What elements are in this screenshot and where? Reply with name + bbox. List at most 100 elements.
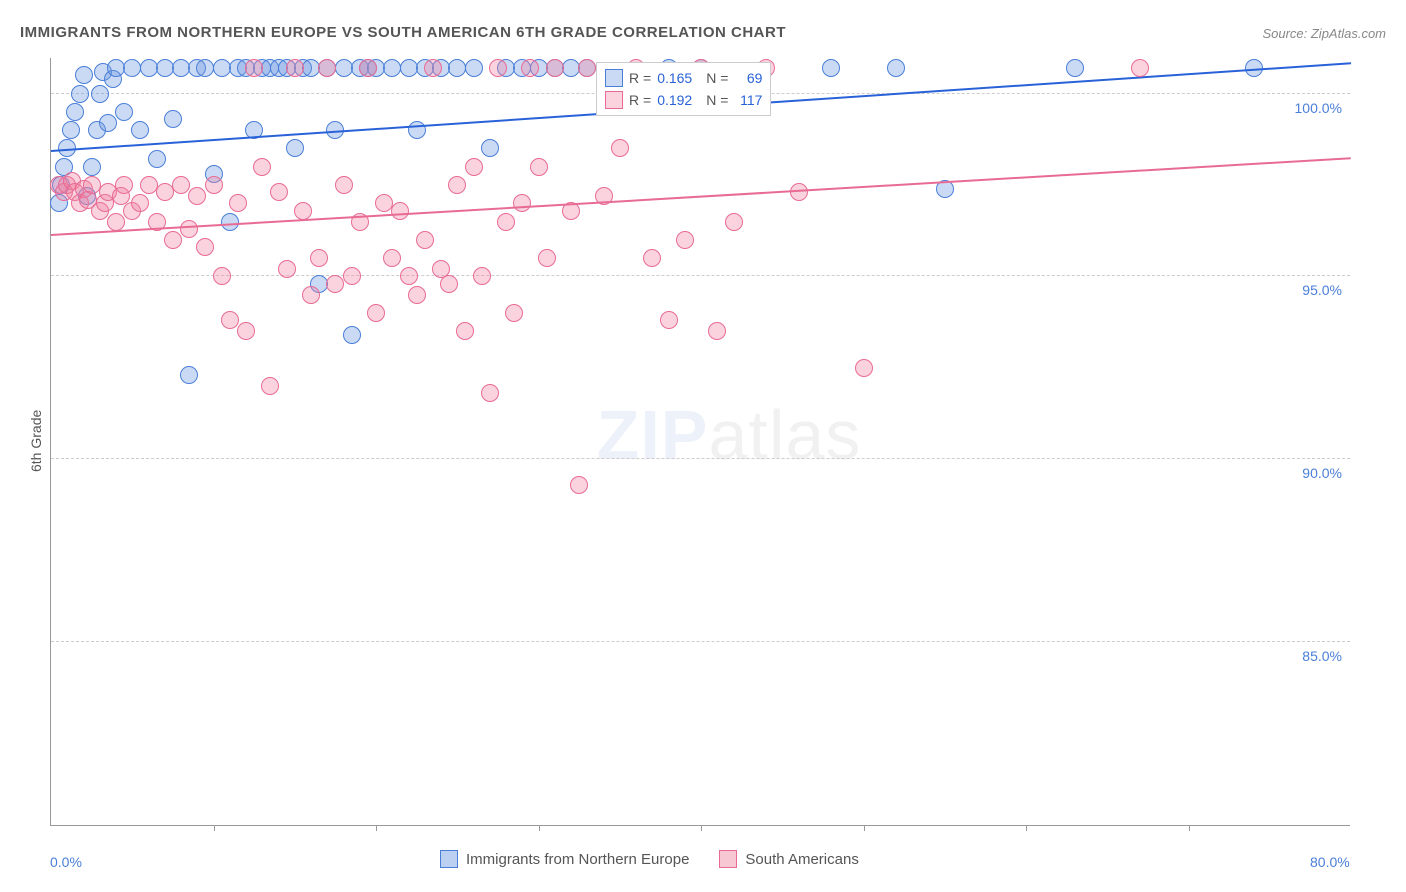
- legend-item: Immigrants from Northern Europe: [440, 850, 689, 868]
- data-point: [1131, 59, 1149, 77]
- x-min-label: 0.0%: [50, 854, 82, 870]
- data-point: [570, 476, 588, 494]
- legend-row: R = 0.165 N = 69: [605, 67, 762, 89]
- data-point: [115, 176, 133, 194]
- data-point: [822, 59, 840, 77]
- data-point: [383, 249, 401, 267]
- data-point: [99, 114, 117, 132]
- watermark-zip: ZIP: [597, 396, 709, 474]
- data-point: [448, 176, 466, 194]
- data-point: [343, 326, 361, 344]
- scatter-chart: ZIPatlas 85.0%90.0%95.0%100.0%: [50, 58, 1350, 826]
- chart-title: IMMIGRANTS FROM NORTHERN EUROPE VS SOUTH…: [20, 24, 786, 41]
- data-point: [660, 311, 678, 329]
- x-max-label: 80.0%: [1310, 854, 1350, 870]
- data-point: [294, 202, 312, 220]
- legend-label: South Americans: [745, 851, 858, 868]
- data-point: [302, 286, 320, 304]
- legend-swatch: [719, 850, 737, 868]
- data-point: [164, 231, 182, 249]
- data-point: [318, 59, 336, 77]
- data-point: [131, 121, 149, 139]
- legend-swatch: [605, 91, 623, 109]
- data-point: [643, 249, 661, 267]
- data-point: [725, 213, 743, 231]
- data-point: [286, 59, 304, 77]
- data-point: [164, 110, 182, 128]
- y-tick-label: 90.0%: [1302, 465, 1342, 481]
- watermark: ZIPatlas: [597, 395, 862, 475]
- data-point: [180, 220, 198, 238]
- legend-n-value: 117: [734, 92, 762, 108]
- trend-line: [51, 157, 1351, 236]
- data-point: [391, 202, 409, 220]
- data-point: [505, 304, 523, 322]
- data-point: [359, 59, 377, 77]
- data-point: [578, 59, 596, 77]
- legend-swatch: [440, 850, 458, 868]
- data-point: [400, 267, 418, 285]
- y-axis-label: 6th Grade: [28, 410, 44, 472]
- data-point: [66, 103, 84, 121]
- source-attribution: Source: ZipAtlas.com: [1262, 26, 1386, 41]
- data-point: [131, 194, 149, 212]
- data-point: [286, 139, 304, 157]
- data-point: [310, 249, 328, 267]
- data-point: [245, 59, 263, 77]
- data-point: [440, 275, 458, 293]
- y-tick-label: 100.0%: [1295, 100, 1342, 116]
- data-point: [270, 183, 288, 201]
- data-point: [172, 176, 190, 194]
- data-point: [335, 176, 353, 194]
- data-point: [887, 59, 905, 77]
- legend-label: Immigrants from Northern Europe: [466, 851, 689, 868]
- data-point: [481, 139, 499, 157]
- data-point: [278, 260, 296, 278]
- data-point: [115, 103, 133, 121]
- data-point: [473, 267, 491, 285]
- data-point: [213, 267, 231, 285]
- data-point: [71, 85, 89, 103]
- data-point: [367, 304, 385, 322]
- data-point: [465, 59, 483, 77]
- data-point: [416, 231, 434, 249]
- series-legend: Immigrants from Northern Europe South Ame…: [440, 850, 859, 868]
- data-point: [229, 194, 247, 212]
- data-point: [326, 275, 344, 293]
- data-point: [156, 183, 174, 201]
- x-tick: [376, 825, 377, 831]
- data-point: [188, 187, 206, 205]
- x-tick: [1189, 825, 1190, 831]
- x-tick: [214, 825, 215, 831]
- x-tick: [864, 825, 865, 831]
- data-point: [91, 85, 109, 103]
- data-point: [708, 322, 726, 340]
- gridline-h: [51, 641, 1350, 642]
- data-point: [237, 322, 255, 340]
- data-point: [148, 150, 166, 168]
- gridline-h: [51, 275, 1350, 276]
- legend-r-value: 0.165: [657, 70, 692, 86]
- legend-swatch: [605, 69, 623, 87]
- data-point: [343, 267, 361, 285]
- legend-n-value: 69: [734, 70, 762, 86]
- y-tick-label: 95.0%: [1302, 282, 1342, 298]
- data-point: [1066, 59, 1084, 77]
- legend-r-label: R =: [629, 70, 651, 86]
- legend-r-value: 0.192: [657, 92, 692, 108]
- data-point: [855, 359, 873, 377]
- data-point: [481, 384, 499, 402]
- data-point: [546, 59, 564, 77]
- data-point: [489, 59, 507, 77]
- data-point: [261, 377, 279, 395]
- data-point: [180, 366, 198, 384]
- watermark-rest: atlas: [708, 396, 861, 474]
- legend-n-label: N =: [706, 70, 728, 86]
- data-point: [530, 158, 548, 176]
- data-point: [408, 286, 426, 304]
- data-point: [611, 139, 629, 157]
- data-point: [513, 194, 531, 212]
- data-point: [538, 249, 556, 267]
- data-point: [196, 238, 214, 256]
- legend-n-label: N =: [706, 92, 728, 108]
